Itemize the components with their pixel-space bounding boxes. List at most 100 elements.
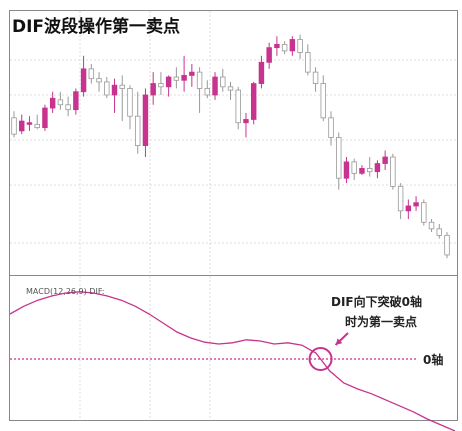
candle-11 (96, 72, 102, 92)
candle-body-16 (134, 115, 141, 146)
candle-28 (227, 81, 234, 100)
candle-body-33 (266, 47, 272, 63)
candle-3 (34, 114, 40, 130)
candle-body-14 (119, 84, 125, 89)
candle-body-3 (34, 123, 40, 129)
candle-40 (320, 75, 327, 122)
macd-label: MACD(12,26,9) DIF: (26, 287, 105, 296)
candle-body-18 (150, 83, 156, 96)
candle-47 (374, 160, 381, 179)
candle-body-29 (235, 89, 241, 124)
candle-19 (158, 72, 164, 95)
candle-46 (366, 157, 373, 177)
candle-body-20 (165, 76, 172, 88)
candle-25 (204, 80, 211, 99)
candle-body-47 (374, 163, 381, 173)
candle-body-10 (88, 68, 95, 80)
candle-39 (312, 67, 319, 92)
candle-44 (351, 158, 357, 180)
candle-body-24 (196, 71, 203, 89)
candle-54 (428, 219, 435, 233)
candle-41 (328, 111, 334, 146)
candle-27 (220, 68, 226, 92)
candle-body-44 (351, 161, 357, 174)
candle-body-23 (189, 71, 195, 76)
candle-body-17 (142, 94, 149, 146)
candle-4 (42, 104, 48, 131)
zero-axis-label: 0轴 (423, 352, 443, 367)
candle-18 (150, 72, 156, 105)
annotation-line-2: 时为第一卖点 (345, 314, 417, 329)
candle-body-19 (158, 83, 164, 88)
candle-body-6 (57, 99, 64, 106)
outer-frame (9, 10, 458, 421)
candle-body-27 (220, 76, 226, 88)
grid-lines (10, 11, 457, 420)
candle-48 (382, 150, 388, 171)
candle-10 (88, 63, 95, 84)
candle-body-8 (73, 91, 79, 111)
candle-7 (65, 96, 71, 117)
candle-body-56 (444, 234, 450, 256)
candle-9 (80, 55, 87, 97)
candle-body-42 (336, 137, 342, 179)
candle-body-0 (11, 117, 17, 135)
candle-24 (196, 67, 203, 113)
candle-body-50 (397, 185, 404, 212)
candle-body-41 (328, 117, 334, 138)
candle-49 (390, 153, 396, 190)
candle-30 (243, 112, 249, 138)
candle-6 (57, 91, 64, 110)
candle-body-4 (42, 107, 48, 129)
candle-body-21 (173, 76, 180, 81)
annotation-arrow-head (335, 338, 343, 345)
candle-8 (73, 88, 79, 115)
candle-45 (359, 165, 365, 175)
candle-51 (405, 199, 412, 220)
candle-body-36 (289, 39, 296, 52)
candle-50 (397, 183, 404, 220)
candle-body-54 (428, 221, 435, 230)
candle-body-9 (80, 68, 87, 93)
annotation-line-1: DIF向下突破0轴 (331, 294, 422, 309)
candle-body-45 (359, 168, 365, 174)
candle-34 (274, 36, 280, 56)
candle-body-12 (104, 81, 110, 96)
candle-29 (235, 86, 241, 130)
sell-point-circle (308, 347, 333, 371)
candle-13 (111, 78, 118, 113)
candle-33 (266, 42, 272, 69)
candle-body-28 (227, 86, 234, 91)
candle-23 (189, 63, 195, 87)
candle-body-49 (390, 156, 396, 187)
candle-21 (173, 67, 180, 89)
candle-53 (421, 199, 427, 226)
candle-body-43 (343, 161, 350, 179)
candle-body-37 (297, 39, 303, 53)
candle-22 (181, 55, 187, 92)
candlestick-series (11, 34, 450, 259)
candle-body-52 (413, 202, 419, 207)
candle-36 (289, 36, 296, 56)
candle-17 (142, 88, 149, 158)
macd-panel (9, 291, 456, 431)
candle-2 (26, 116, 33, 131)
candle-1 (19, 114, 25, 135)
candle-body-2 (26, 122, 33, 125)
candle-26 (212, 72, 218, 100)
candle-14 (119, 75, 125, 122)
candle-body-53 (421, 202, 427, 223)
chart-title: DIF波段操作第一卖点 (12, 16, 180, 37)
candle-body-51 (405, 205, 412, 212)
candle-15 (127, 85, 133, 130)
candle-35 (281, 41, 288, 55)
candle-body-32 (258, 61, 265, 84)
candle-56 (444, 232, 450, 259)
candle-38 (305, 44, 311, 76)
candle-body-46 (366, 168, 373, 173)
candle-body-1 (19, 120, 25, 132)
candle-body-31 (250, 83, 257, 120)
candle-32 (258, 55, 265, 89)
